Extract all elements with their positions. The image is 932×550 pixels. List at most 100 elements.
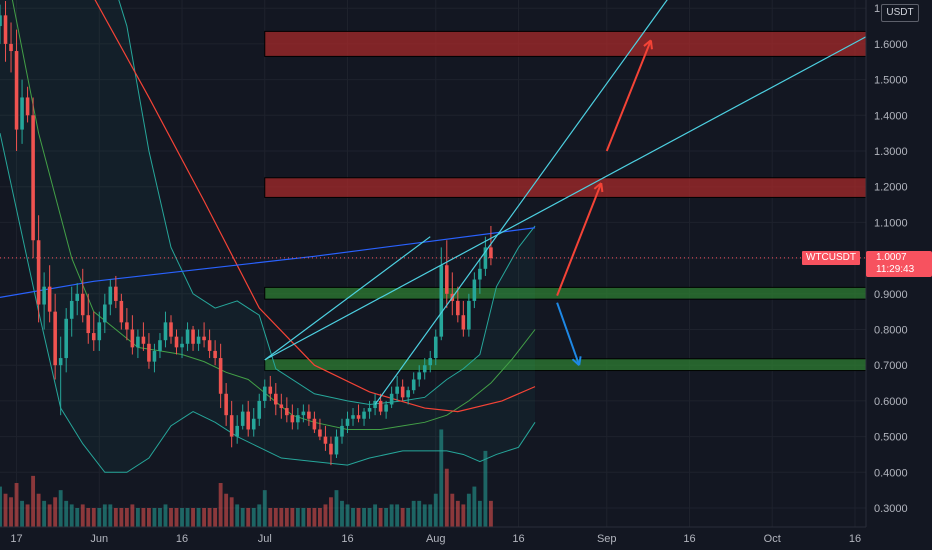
volume-bar	[389, 504, 394, 527]
candle-body	[36, 240, 41, 305]
volume-bar	[20, 500, 24, 527]
volume-bar	[477, 500, 482, 527]
volume-bar	[340, 500, 344, 527]
candle-body	[80, 293, 85, 316]
volume-bar	[323, 504, 328, 527]
price-tick-label: 0.7000	[874, 360, 908, 372]
candle-body	[108, 286, 113, 305]
volume-bar	[229, 497, 234, 527]
trendline	[374, 0, 668, 405]
volume-bar	[417, 500, 422, 527]
time-tick-label: 16	[176, 533, 188, 545]
volume-bar	[158, 508, 162, 527]
volume-bar	[295, 508, 300, 527]
candle-body	[472, 279, 477, 301]
volume-bar	[312, 508, 317, 527]
volume-bar	[224, 493, 229, 527]
volume-bar	[180, 508, 184, 527]
indicators	[0, 0, 536, 473]
candle-body	[329, 443, 333, 455]
resistance-zone	[264, 30, 867, 57]
volume-bar	[406, 508, 411, 527]
volume-bar	[141, 508, 146, 527]
candle-body	[25, 97, 30, 116]
candle-body	[42, 286, 46, 305]
candle-body	[489, 247, 493, 259]
price-tick-label: 0.8000	[874, 325, 908, 337]
volume-bar	[488, 500, 493, 527]
volume-bar	[483, 450, 488, 527]
volume-bar	[86, 508, 91, 527]
volume-bar	[3, 493, 8, 527]
price-tick-label: 0.3000	[874, 503, 908, 515]
support-zone	[264, 358, 867, 372]
arrow-down	[556, 302, 581, 366]
arrow-up	[556, 182, 603, 296]
candle-body	[356, 415, 361, 419]
candle-body	[433, 336, 438, 359]
time-axis[interactable]: 17 Jun 16 Jul 16 Aug 16 Sep 16 Oct 16	[0, 526, 932, 550]
volume-bar	[97, 508, 102, 527]
candle-body	[125, 322, 129, 330]
candle-body	[158, 340, 162, 351]
volume-bar	[191, 508, 195, 527]
candlesticks	[0, 1, 493, 466]
volume-bar	[25, 504, 30, 527]
volume-bar	[53, 497, 58, 527]
candle-body	[439, 265, 444, 337]
volume-bar	[395, 504, 400, 527]
volume-bar	[202, 508, 207, 527]
volume-bar	[124, 508, 129, 527]
volume-bar	[466, 493, 471, 527]
candle-body	[400, 386, 405, 398]
volume-bar	[433, 493, 438, 527]
band-fill	[0, 0, 536, 473]
volume-bar	[373, 504, 378, 527]
volume-bar	[108, 504, 113, 527]
volume-bar	[450, 493, 455, 527]
volume-bar	[422, 504, 427, 527]
volume-bar	[31, 475, 36, 527]
long-moving-average-line	[0, 227, 536, 298]
volume-bar	[284, 508, 289, 527]
volume-bar	[351, 508, 355, 527]
price-tick-label: 1.2000	[874, 182, 908, 194]
candle-body	[202, 336, 206, 341]
volume-bar	[0, 486, 2, 527]
candle-body	[318, 429, 322, 437]
volume-bar	[9, 497, 13, 527]
volume-bar	[113, 508, 118, 527]
volume-bar	[169, 508, 173, 527]
volume-bar	[36, 493, 41, 527]
candle-body	[9, 43, 13, 52]
candle-body	[351, 415, 355, 419]
volume-bar	[58, 490, 63, 527]
candle-body	[389, 393, 394, 405]
volume-bar	[268, 508, 273, 527]
candle-body	[345, 418, 350, 426]
arrow-head	[571, 358, 580, 366]
volume-bar	[102, 504, 107, 527]
price-tick-label: 1.5000	[874, 75, 908, 87]
volume-bar	[329, 497, 333, 527]
candle-body	[185, 329, 190, 344]
volume-bar	[411, 500, 416, 527]
volume-bar	[14, 483, 19, 527]
volume-bar	[246, 508, 251, 527]
volume-bar	[317, 508, 322, 527]
candle-body	[47, 286, 52, 312]
candle-body	[296, 415, 300, 423]
candle-body	[362, 411, 366, 419]
price-zones	[264, 30, 867, 372]
time-tick-label: Sep	[597, 533, 617, 545]
candle-body	[75, 293, 80, 301]
volume-bar	[301, 508, 306, 527]
currency-badge[interactable]: USDT	[881, 4, 919, 22]
volume-bar	[290, 508, 295, 527]
time-tick-label: 16	[849, 533, 861, 545]
candle-body	[378, 400, 383, 412]
volume-bar	[75, 508, 80, 527]
lower-band-line	[0, 133, 536, 473]
candle-body	[422, 365, 427, 373]
